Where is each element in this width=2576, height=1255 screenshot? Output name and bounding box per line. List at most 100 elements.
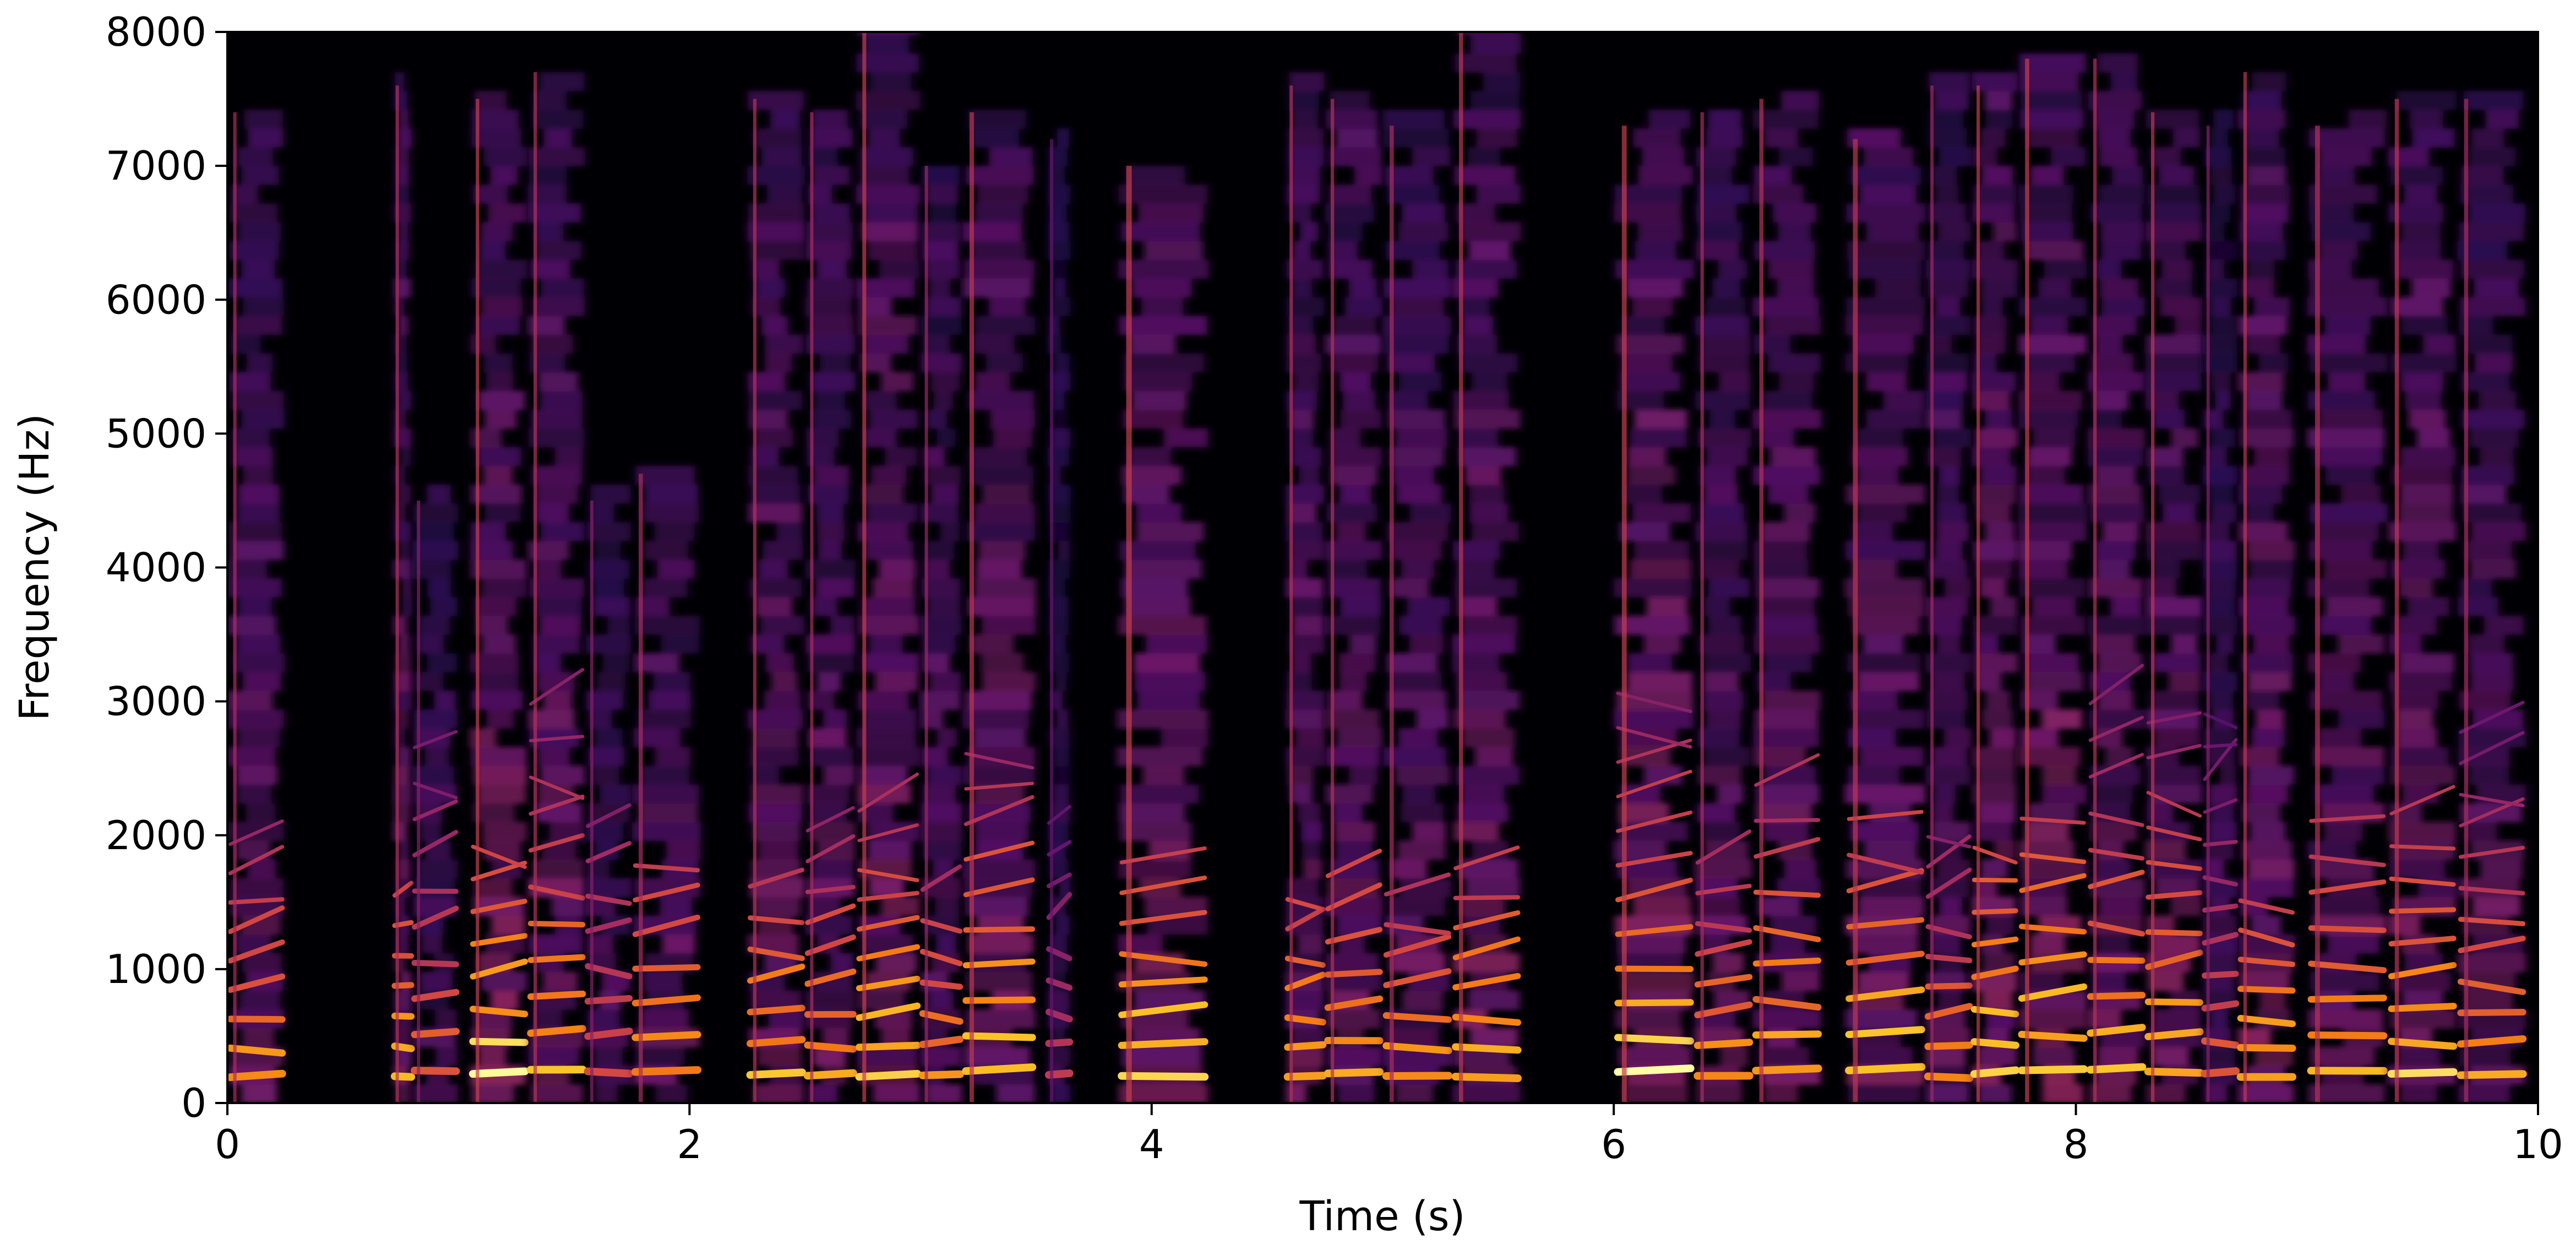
harmonic-band bbox=[2088, 811, 2144, 827]
onset-streak bbox=[2025, 58, 2029, 1103]
harmonic-band bbox=[963, 877, 1035, 898]
harmonic-band bbox=[2307, 995, 2387, 1003]
voiced-segment bbox=[526, 72, 587, 1103]
harmonic-band bbox=[918, 1070, 964, 1079]
harmonic-band bbox=[228, 897, 285, 905]
voiced-segment bbox=[469, 90, 529, 1103]
x-tick-label: 4 bbox=[1139, 1121, 1164, 1167]
voiced-segment bbox=[803, 110, 857, 1103]
harmonic-band bbox=[632, 914, 701, 937]
harmonic-band bbox=[1925, 982, 1973, 990]
harmonic-band bbox=[411, 1028, 460, 1039]
harmonic-band bbox=[1119, 875, 1207, 895]
y-tick-label: 1000 bbox=[106, 946, 206, 992]
onset-streak bbox=[1853, 139, 1858, 1103]
harmonic-band bbox=[748, 915, 805, 925]
harmonic-band bbox=[1845, 950, 1925, 966]
harmonic-band bbox=[2237, 1044, 2296, 1052]
harmonic-band bbox=[2457, 1070, 2527, 1079]
harmonic-band bbox=[1616, 691, 1692, 713]
x-tick-label: 6 bbox=[1601, 1121, 1626, 1167]
voiced-segment bbox=[1614, 110, 1695, 1103]
onset-streak bbox=[924, 166, 928, 1103]
onset-streak bbox=[1331, 99, 1335, 1103]
harmonic-band bbox=[2144, 1028, 2204, 1040]
y-tick-label: 6000 bbox=[106, 276, 206, 323]
harmonic-band bbox=[919, 1010, 963, 1025]
harmonic-band bbox=[1614, 1034, 1695, 1045]
harmonic-band bbox=[1383, 933, 1452, 958]
harmonic-band bbox=[632, 964, 701, 972]
voiced-segment bbox=[2201, 110, 2240, 1103]
noise-cloud bbox=[805, 110, 856, 1103]
y-tick-label: 5000 bbox=[106, 410, 206, 457]
harmonic-band bbox=[856, 975, 921, 992]
harmonic-band bbox=[412, 730, 458, 749]
harmonic-band bbox=[1453, 845, 1520, 871]
harmonic-band bbox=[1452, 1043, 1522, 1054]
harmonic-band bbox=[2457, 979, 2526, 995]
harmonic-band bbox=[1615, 924, 1693, 937]
harmonic-band bbox=[963, 840, 1035, 862]
harmonic-band bbox=[1453, 910, 1521, 931]
harmonic-band bbox=[2389, 785, 2455, 816]
harmonic-band bbox=[2203, 798, 2238, 814]
harmonic-band bbox=[2017, 1065, 2088, 1074]
harmonic-band bbox=[1845, 986, 1925, 1002]
onset-streak bbox=[1976, 85, 1980, 1103]
harmonic-band bbox=[1119, 951, 1208, 967]
harmonic-band bbox=[2145, 890, 2203, 900]
harmonic-band bbox=[2018, 983, 2088, 1002]
harmonic-band bbox=[2308, 879, 2387, 895]
harmonic-band bbox=[1847, 809, 1924, 821]
harmonic-band bbox=[920, 918, 963, 934]
onset-streak bbox=[753, 99, 757, 1103]
harmonic-band bbox=[856, 915, 920, 932]
harmonic-band bbox=[1970, 1038, 2019, 1049]
onset-streak bbox=[476, 99, 480, 1103]
harmonic-band bbox=[1615, 877, 1693, 903]
harmonic-band bbox=[527, 921, 586, 928]
voiced-segment bbox=[1752, 90, 1822, 1103]
harmonic-band bbox=[2457, 1035, 2527, 1048]
x-tick-label: 8 bbox=[2063, 1121, 2089, 1167]
harmonic-band bbox=[1452, 973, 1521, 991]
harmonic-band bbox=[2459, 700, 2525, 734]
x-tick-label: 0 bbox=[215, 1121, 240, 1167]
harmonic-band bbox=[1753, 836, 1821, 859]
noise-cloud bbox=[2457, 90, 2526, 1103]
harmonic-band bbox=[2309, 814, 2386, 823]
y-tick-label: 2000 bbox=[106, 812, 206, 859]
y-tick-label: 3000 bbox=[106, 678, 206, 725]
harmonic-band bbox=[1119, 910, 1207, 926]
harmonic-band bbox=[2389, 844, 2456, 851]
harmonic-band bbox=[962, 996, 1036, 1004]
y-tick-label: 7000 bbox=[106, 143, 206, 189]
harmonic-band bbox=[2145, 929, 2203, 937]
harmonic-band bbox=[2388, 907, 2457, 914]
harmonic-band bbox=[1754, 753, 1820, 787]
harmonic-band bbox=[2146, 711, 2202, 725]
harmonic-band bbox=[411, 959, 460, 968]
harmonic-band bbox=[529, 794, 585, 816]
harmonic-band bbox=[2458, 845, 2525, 859]
voiced-segment bbox=[227, 110, 286, 1103]
harmonic-band bbox=[1324, 995, 1384, 1011]
harmonic-band bbox=[1970, 1066, 2020, 1078]
harmonic-band bbox=[1695, 939, 1752, 957]
harmonic-band bbox=[1325, 927, 1383, 945]
onset-streak bbox=[395, 85, 399, 1103]
onset-streak bbox=[2243, 72, 2247, 1103]
voiced-segment bbox=[1924, 72, 1974, 1103]
harmonic-band bbox=[2202, 903, 2239, 913]
harmonic-band bbox=[2018, 923, 2087, 935]
harmonic-band bbox=[1925, 867, 1972, 899]
voiced-segment bbox=[2387, 90, 2458, 1103]
harmonic-band bbox=[631, 1031, 701, 1041]
voiced-segment bbox=[1844, 128, 1926, 1103]
harmonic-band bbox=[1753, 818, 1821, 823]
onset-streak bbox=[533, 72, 537, 1103]
harmonic-band bbox=[584, 995, 633, 1005]
harmonic-band bbox=[1452, 936, 1521, 960]
harmonic-band bbox=[2458, 885, 2525, 896]
